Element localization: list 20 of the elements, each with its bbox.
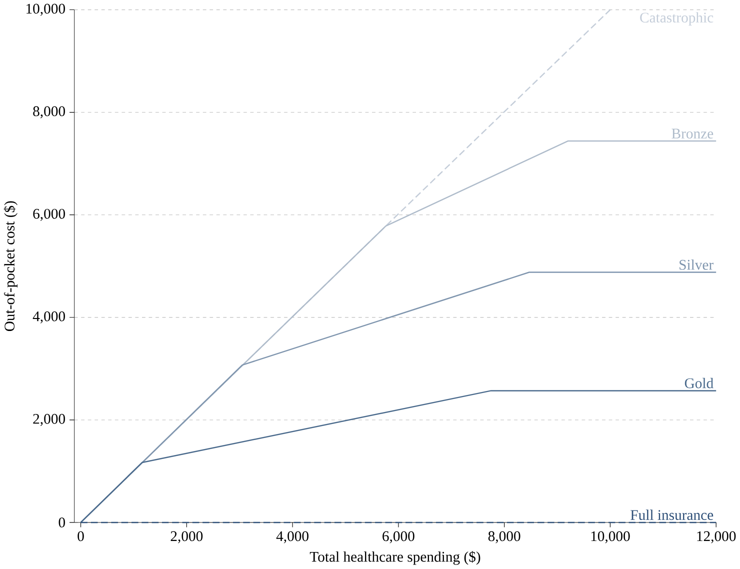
series-label: Gold bbox=[684, 378, 714, 388]
x-tick-label: 2,000 bbox=[170, 531, 203, 544]
x-tick-label: 0 bbox=[78, 531, 84, 542]
x-tick-label: 10,000 bbox=[591, 531, 630, 544]
y-tick-label: 6,000 bbox=[33, 209, 65, 222]
x-tick-label: 6,000 bbox=[382, 531, 414, 544]
x-tick-label: 12,000 bbox=[697, 531, 736, 544]
y-tick-label: 2,000 bbox=[33, 414, 65, 426]
x-tick-label: 8,000 bbox=[488, 531, 520, 544]
x-tick-label: 4,000 bbox=[276, 531, 308, 544]
text: Catastrophic bbox=[640, 12, 714, 26]
y-tick-label: 4,000 bbox=[32, 312, 65, 324]
series-label: Bronze bbox=[672, 129, 714, 139]
series-label: Silver bbox=[680, 260, 714, 270]
y-tick-label: 10,000 bbox=[26, 4, 65, 16]
y-axis-title: Out-of-pocket cost ($) bbox=[4, 201, 18, 332]
x-axis-title: Total healthcare spending ($) bbox=[310, 551, 480, 566]
y-tick-label: 8,000 bbox=[33, 106, 65, 119]
y-tick-label: 0 bbox=[58, 518, 65, 528]
series-label: Full insurance bbox=[630, 510, 714, 520]
